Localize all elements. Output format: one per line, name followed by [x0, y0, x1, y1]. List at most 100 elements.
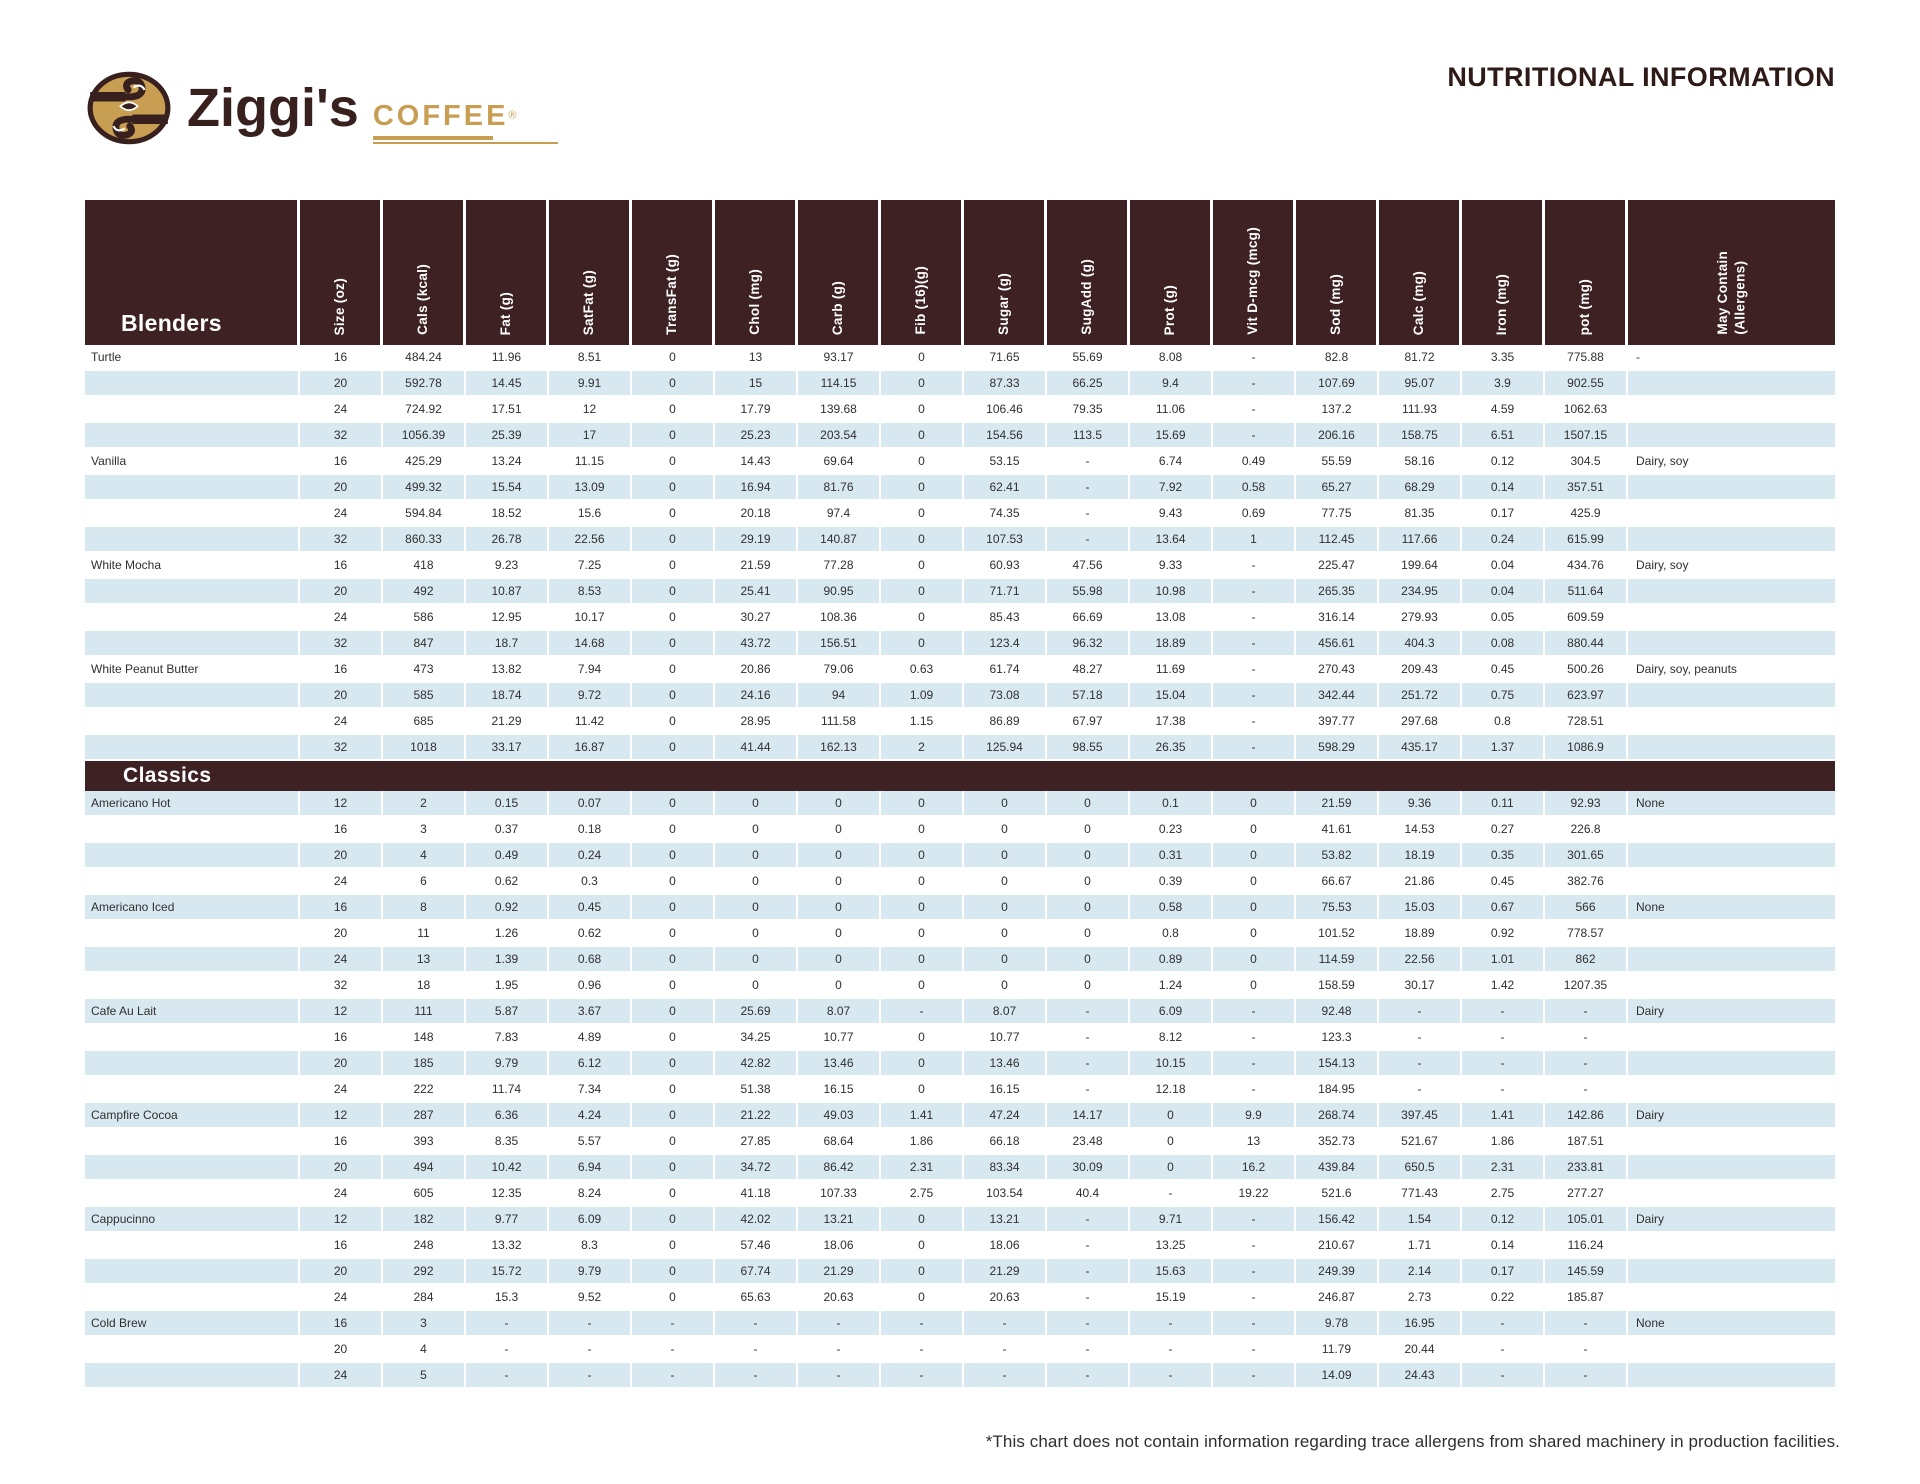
table-cell: 16 [300, 657, 383, 683]
table-cell: 114.15 [798, 371, 881, 397]
table-cell: 566 [1545, 895, 1628, 921]
table-cell: 15.3 [466, 1285, 549, 1311]
table-cell: 20 [300, 1259, 383, 1285]
table-cell: - [549, 1363, 632, 1389]
table-cell: 66.25 [1047, 371, 1130, 397]
table-cell: 98.55 [1047, 735, 1130, 761]
allergen-cell [1628, 709, 1835, 735]
table-cell: 1.26 [466, 921, 549, 947]
table-cell: 24 [300, 1363, 383, 1389]
allergen-cell [1628, 843, 1835, 869]
table-cell: 20 [300, 1337, 383, 1363]
table-cell: 594.84 [383, 501, 466, 527]
table-cell: 0 [881, 553, 964, 579]
table-cell: 1018 [383, 735, 466, 761]
column-label: Vit D-mcg (mcg) [1245, 227, 1261, 335]
table-cell: 13.64 [1130, 527, 1213, 553]
table-cell: 0 [1213, 947, 1296, 973]
table-cell: 382.76 [1545, 869, 1628, 895]
table-cell: 79.35 [1047, 397, 1130, 423]
table-cell: - [1213, 579, 1296, 605]
table-cell: 226.8 [1545, 817, 1628, 843]
table-cell: 24.16 [715, 683, 798, 709]
table-cell: 116.24 [1545, 1233, 1628, 1259]
table-cell: 292 [383, 1259, 466, 1285]
allergen-cell: Dairy [1628, 999, 1835, 1025]
table-cell: 18.89 [1379, 921, 1462, 947]
table-cell: 0 [632, 657, 715, 683]
table-cell: 12 [300, 999, 383, 1025]
allergen-cell [1628, 605, 1835, 631]
table-cell: - [1379, 999, 1462, 1025]
table-cell: - [881, 999, 964, 1025]
table-cell: 14.45 [466, 371, 549, 397]
table-cell: 6.09 [549, 1207, 632, 1233]
table-cell: 16 [300, 817, 383, 843]
table-cell: 16 [300, 345, 383, 371]
table-cell: 0 [632, 921, 715, 947]
table-cell: - [1213, 709, 1296, 735]
row-label [85, 869, 300, 895]
table-cell: 92.93 [1545, 791, 1628, 817]
allergen-cell: Dairy [1628, 1103, 1835, 1129]
table-cell: 6.74 [1130, 449, 1213, 475]
table-cell: 71.71 [964, 579, 1047, 605]
ziggis-swirl-icon [87, 71, 171, 145]
table-cell: 16.15 [798, 1077, 881, 1103]
table-cell: 15.54 [466, 475, 549, 501]
table-cell: 0 [1213, 921, 1296, 947]
table-cell: 79.06 [798, 657, 881, 683]
allergen-cell [1628, 1285, 1835, 1311]
table-cell: 0 [632, 869, 715, 895]
table-cell: 3 [383, 1311, 466, 1337]
table-cell: - [1462, 1025, 1545, 1051]
table-cell: - [1379, 1077, 1462, 1103]
table-cell: 8 [383, 895, 466, 921]
table-cell: 203.54 [798, 423, 881, 449]
row-label: White Peanut Butter [85, 657, 300, 683]
table-cell: 9.77 [466, 1207, 549, 1233]
table-cell: 425.29 [383, 449, 466, 475]
header-cell: May Contain (Allergens) [1628, 200, 1835, 345]
row-label: Campfire Cocoa [85, 1103, 300, 1129]
table-cell: 24 [300, 709, 383, 735]
table-cell: 0 [881, 345, 964, 371]
table-cell: 16 [300, 1311, 383, 1337]
table-cell: 61.74 [964, 657, 1047, 683]
table-cell: 20 [300, 1051, 383, 1077]
table-cell: - [466, 1311, 549, 1337]
table-cell: - [1213, 1025, 1296, 1051]
table-cell: 0 [632, 1077, 715, 1103]
table-cell: 81.76 [798, 475, 881, 501]
table-cell: 62.41 [964, 475, 1047, 501]
table-cell: 9.23 [466, 553, 549, 579]
table-cell: - [881, 1337, 964, 1363]
table-cell: 26.78 [466, 527, 549, 553]
table-cell: 225.47 [1296, 553, 1379, 579]
table-row: 20 4- - - - - - - - - -11.79 20.44- - [85, 1337, 1835, 1363]
table-cell: 222 [383, 1077, 466, 1103]
allergen-cell [1628, 397, 1835, 423]
header-cell: Chol (mg) [715, 200, 798, 345]
table-cell: 8.07 [964, 999, 1047, 1025]
table-cell: 18.7 [466, 631, 549, 657]
table-row: 20 592.78 14.45 9.91 0 15 114.15 0 87.33 66.25 9.4… [85, 371, 1835, 397]
table-cell: 0 [632, 999, 715, 1025]
table-cell: 0.05 [1462, 605, 1545, 631]
column-label: Iron (mg) [1494, 273, 1510, 335]
table-cell: 92.48 [1296, 999, 1379, 1025]
table-cell: 8.12 [1130, 1025, 1213, 1051]
table-cell: 425.9 [1545, 501, 1628, 527]
table-cell: 101.52 [1296, 921, 1379, 947]
table-cell: 771.43 [1379, 1181, 1462, 1207]
table-cell: 16 [300, 553, 383, 579]
table-cell: 0.45 [1462, 657, 1545, 683]
table-cell: 24 [300, 501, 383, 527]
table-cell: 111.58 [798, 709, 881, 735]
table-cell: 2.31 [881, 1155, 964, 1181]
table-cell: 112.45 [1296, 527, 1379, 553]
table-row: 32 860.33 26.78 22.56 0 29.19 140.87 0 107.53-13… [85, 527, 1835, 553]
table-cell: 8.07 [798, 999, 881, 1025]
table-cell: 13 [1213, 1129, 1296, 1155]
table-cell: 0.58 [1213, 475, 1296, 501]
